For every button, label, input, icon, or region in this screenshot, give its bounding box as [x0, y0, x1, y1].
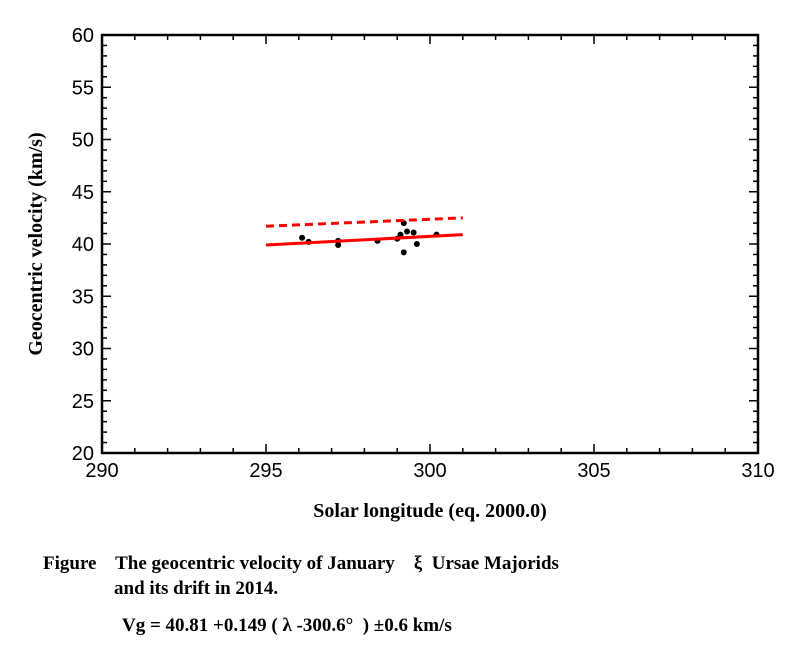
data-point: [397, 231, 404, 238]
series-layer: [265, 216, 463, 256]
y-tick-label: 20: [72, 443, 94, 465]
x-tick-label: 310: [741, 460, 774, 482]
figure-caption-line1: Figure The geocentric velocity of Januar…: [43, 553, 559, 574]
data-point: [335, 242, 342, 249]
y-tick-label: 55: [72, 77, 94, 99]
y-tick-label: 30: [72, 339, 94, 361]
data-point: [413, 241, 420, 247]
y-tick-label: 45: [72, 182, 94, 204]
y-tick-label: 60: [72, 25, 94, 47]
figure-caption-line2: and its drift in 2014.: [114, 578, 279, 599]
data-point: [299, 234, 306, 241]
data-point: [404, 228, 411, 235]
y-tick-label: 40: [72, 234, 94, 256]
y-tick-labels: 20 25 30 35 40 45 50 55 60: [72, 25, 94, 465]
x-tick-label: 305: [577, 460, 610, 482]
plot-frame: [100, 33, 760, 455]
axis-ticks: [101, 34, 759, 454]
x-tick-label: 300: [413, 460, 446, 482]
y-tick-label: 35: [72, 286, 94, 308]
chart: 290 295 300 305 310 20 25 30 35 40 45 50 55 60 Solar…: [25, 25, 775, 522]
x-tick-label: 295: [249, 460, 282, 482]
fit-line: [265, 233, 463, 247]
x-tick-label: 290: [85, 460, 118, 482]
y-tick-label: 25: [72, 391, 94, 413]
drift-line: [265, 216, 463, 228]
x-axis-title: Solar longitude (eq. 2000.0): [313, 500, 547, 522]
y-tick-label: 50: [72, 130, 94, 152]
data-point: [410, 229, 417, 236]
data-point: [400, 249, 407, 256]
x-tick-labels: 290 295 300 305 310: [85, 460, 774, 482]
figure-caption-formula: Vg = 40.81 +0.149 ( λ -300.6° ) ±0.6 km/…: [122, 615, 452, 636]
y-axis-title: Geocentric velocity (km/s): [25, 132, 47, 355]
